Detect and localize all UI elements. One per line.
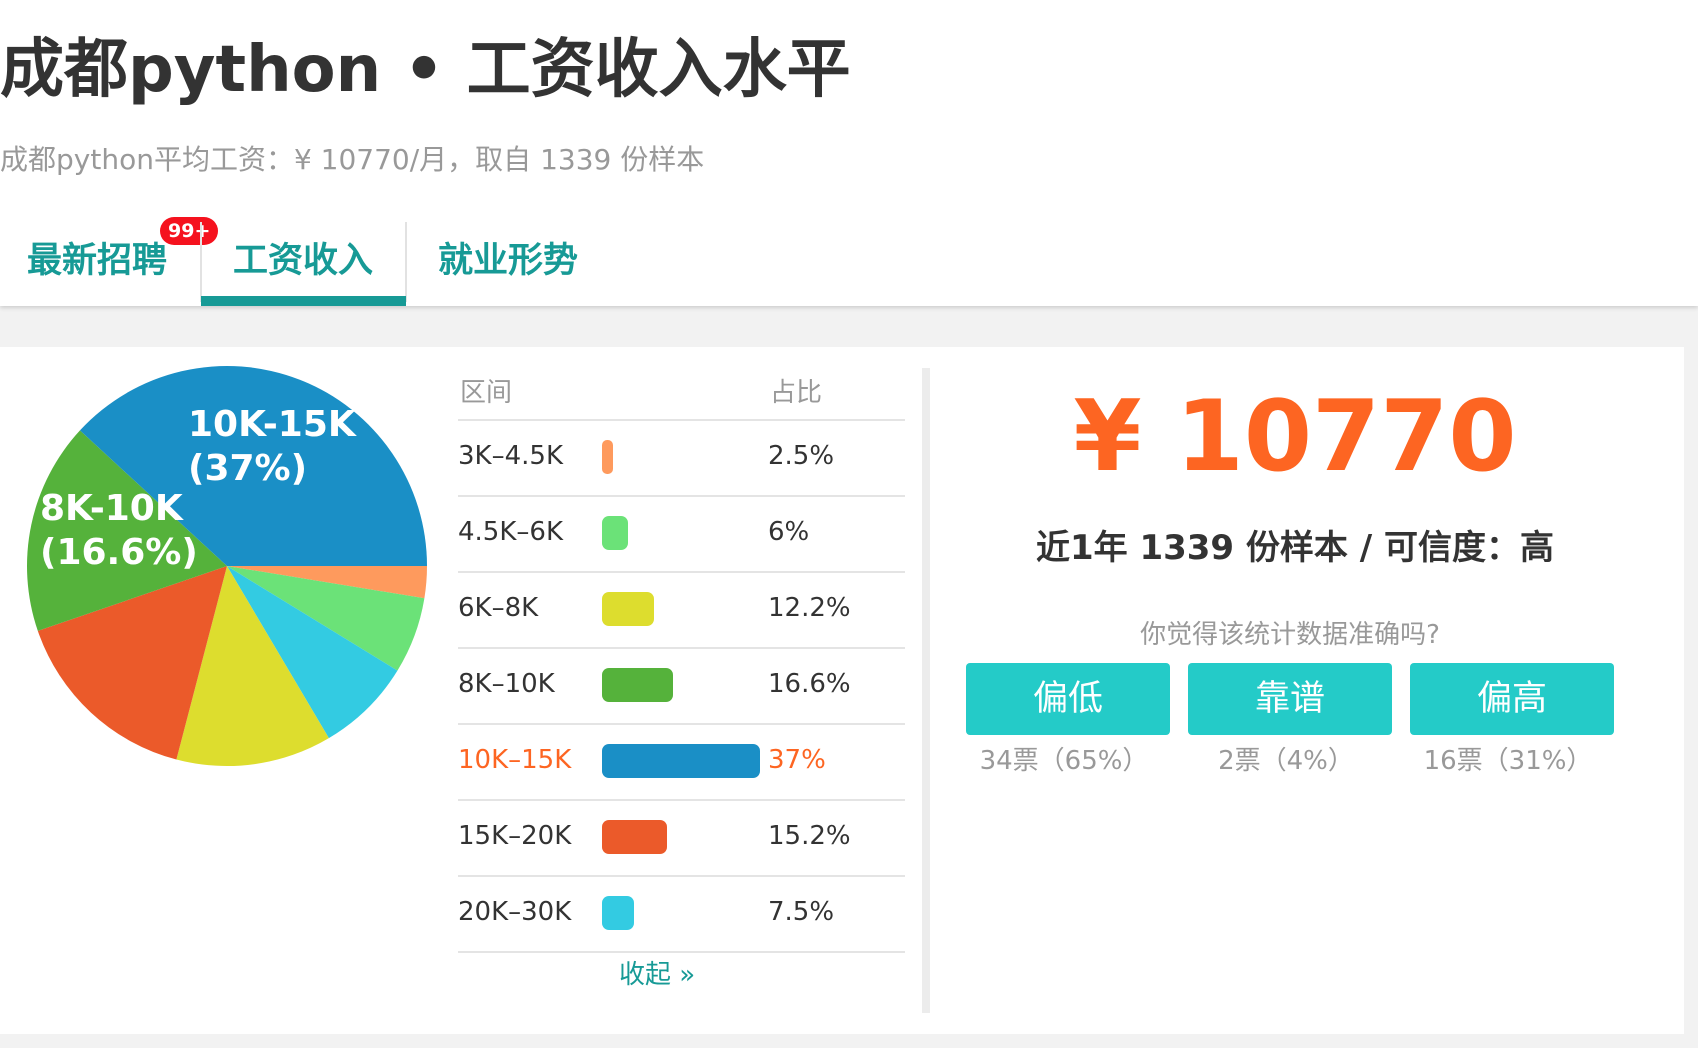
share-value: 6% <box>768 517 810 547</box>
pie-slice-4.5K–6K <box>227 566 425 671</box>
range-label: 8K–10K <box>458 669 555 699</box>
share-value: 15.2% <box>768 821 851 851</box>
table-divider <box>458 647 905 649</box>
share-value: 16.6% <box>768 669 851 699</box>
range-label: 10K–15K <box>458 745 572 775</box>
vote-reliable-button[interactable]: 靠谱 <box>1188 663 1392 735</box>
share-value: 12.2% <box>768 593 851 623</box>
range-label: 15K–20K <box>458 821 572 851</box>
pie-slice-6K–8K <box>176 566 329 766</box>
vote-low-count: 34票（65%） <box>979 746 1149 776</box>
share-bar <box>602 896 635 930</box>
vote-high-count: 16票（31%） <box>1423 746 1593 776</box>
table-divider <box>458 495 905 497</box>
slice-label: 8K-10K <box>40 488 184 529</box>
slice-label: 10K-15K <box>188 404 357 445</box>
vertical-divider <box>922 368 930 1013</box>
accuracy-question: 你觉得该统计数据准确吗? <box>1140 620 1440 650</box>
share-value: 2.5% <box>768 441 835 471</box>
share-bar <box>602 592 655 626</box>
tab-latest-jobs[interactable]: 最新招聘 <box>27 241 168 281</box>
slice-label: (37%) <box>188 448 307 489</box>
range-label: 4.5K–6K <box>458 517 563 547</box>
table-divider <box>458 419 905 421</box>
share-bar <box>602 820 667 854</box>
table-divider <box>458 571 905 573</box>
vote-reliable-count: 2票（4%） <box>1218 746 1354 776</box>
count-badge: 99+ <box>160 217 219 245</box>
table-divider <box>458 875 905 877</box>
pie-slice-10K–15K <box>79 366 428 566</box>
tab-employment[interactable]: 就业形势 <box>438 241 579 281</box>
slice-label: (16.6%) <box>40 532 198 573</box>
salary-pie-chart: 10K-15K(37%)8K-10K(16.6%) <box>26 366 428 766</box>
tab-divider <box>200 222 202 302</box>
page-title: 成都python • 工资收入水平 <box>0 33 851 107</box>
tab-divider <box>405 222 407 302</box>
active-tab-indicator <box>201 296 406 306</box>
vote-high-button[interactable]: 偏高 <box>1410 663 1614 735</box>
average-salary: ¥ 10770 <box>1073 380 1517 494</box>
share-bar <box>602 516 628 550</box>
pie-slice-8K–10K <box>26 430 228 631</box>
table-divider <box>458 799 905 801</box>
range-label: 20K–30K <box>458 897 572 927</box>
tab-salary[interactable]: 工资收入 <box>233 241 374 281</box>
column-header-range: 区间 <box>460 378 513 408</box>
share-bar <box>602 744 760 778</box>
pie-slice-15K–20K <box>37 566 227 760</box>
share-bar <box>602 440 613 474</box>
range-label: 6K–8K <box>458 593 539 623</box>
pie-slice-3K–4.5K <box>227 566 427 599</box>
vote-low-button[interactable]: 偏低 <box>966 663 1170 735</box>
page-subtitle: 成都python平均工资：¥ 10770/月，取自 1339 份样本 <box>0 143 705 176</box>
share-bar <box>602 668 673 702</box>
share-value: 7.5% <box>768 897 835 927</box>
sample-credibility: 近1年 1339 份样本 / 可信度：高 <box>1035 528 1555 568</box>
share-value: 37% <box>768 745 826 775</box>
collapse-link[interactable]: 收起 » <box>619 960 696 990</box>
table-divider <box>458 723 905 725</box>
column-header-share: 占比 <box>770 378 823 408</box>
range-label: 3K–4.5K <box>458 441 563 471</box>
pie-slice-20K–30K <box>227 566 398 739</box>
table-divider <box>458 951 905 953</box>
header: 成都python • 工资收入水平 成都python平均工资：¥ 10770/月… <box>0 0 1698 306</box>
